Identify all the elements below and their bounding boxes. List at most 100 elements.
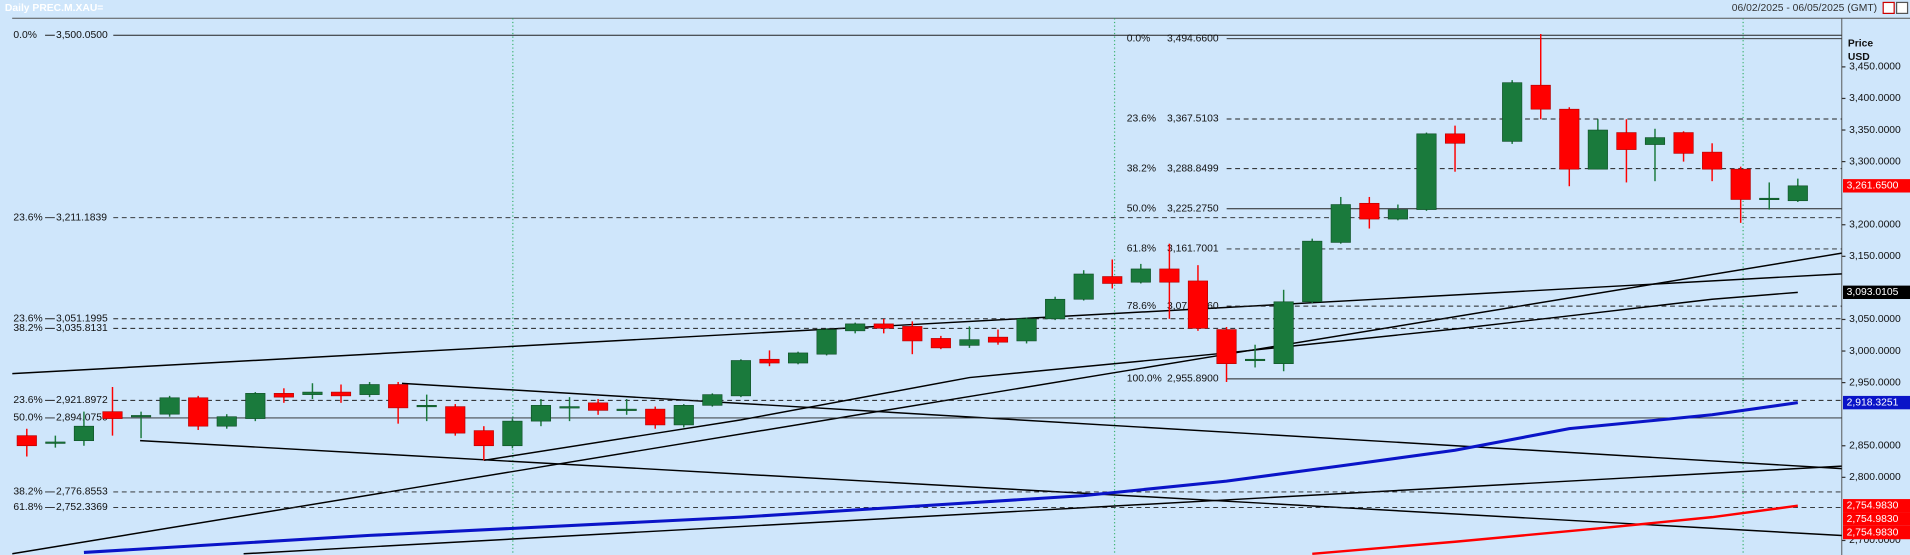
plot: 0.0% 3,500.0500 23.6% 3,211.1839 23.6% 3,051.… [13, 30, 1842, 555]
candle-body [1216, 329, 1237, 364]
price-label: 3,261.6500 [1847, 181, 1899, 192]
candle-body [188, 397, 209, 427]
candle-body [759, 358, 780, 364]
trendline [401, 382, 1842, 470]
candle-body [73, 425, 94, 442]
candle-body [816, 329, 837, 355]
candle-body [216, 416, 237, 427]
fib-ratio: 78.6% [1127, 301, 1156, 312]
fib-ratio: 23.6% [13, 313, 42, 324]
fib-price: 3,288.8499 [1167, 163, 1219, 174]
candle-body [588, 402, 609, 411]
price-axis: Price USD 3,450.0000 3,400.0000 3,350.0000… [1841, 39, 1910, 546]
candle-body [1616, 132, 1637, 150]
candle-body [1730, 168, 1751, 200]
trendline [243, 465, 1842, 555]
axis-title: Price [1848, 39, 1874, 50]
candle-body [359, 384, 380, 395]
candle-body [1587, 129, 1608, 170]
candle-body [616, 408, 637, 411]
candle-body [1302, 240, 1323, 303]
candle-body [388, 384, 409, 409]
candle-body [131, 415, 152, 418]
candle-body [673, 405, 694, 426]
fib-ratio: 23.6% [1127, 114, 1156, 125]
window-title: Daily PREC.M.XAU= [5, 3, 103, 14]
moving-average [483, 291, 1798, 462]
candle-body [1130, 268, 1151, 283]
trendline [12, 252, 1842, 555]
candle-body [530, 405, 552, 422]
candle-body [1245, 358, 1266, 362]
candle-body [645, 408, 666, 426]
candle-body [987, 336, 1009, 343]
fib-price: 3,051.1995 [56, 313, 108, 324]
candle-body [1359, 202, 1380, 220]
candle-body [559, 406, 580, 409]
candle-body [16, 435, 37, 447]
y-tick-label: 2,700.0000 [1849, 535, 1901, 546]
candle-body [45, 441, 66, 444]
candle-body [1073, 273, 1094, 300]
candle-body [1502, 82, 1523, 142]
fib-ratio: 50.0% [1127, 204, 1156, 215]
candle-body [1330, 204, 1351, 243]
fib-price: 2,894.0750 [56, 413, 108, 424]
candle-body [1159, 268, 1180, 283]
fib-price: 3,500.0500 [56, 30, 108, 41]
candle-body [1187, 280, 1209, 329]
fib-ratio: 50.0% [13, 413, 42, 424]
price-label-box [1843, 179, 1910, 193]
fib-price: 3,211.1839 [56, 212, 107, 223]
y-tick-label: 2,850.0000 [1849, 440, 1901, 451]
candle-body [502, 420, 523, 447]
candle-body [473, 430, 494, 447]
candle-body [902, 326, 923, 342]
candle-body [1530, 84, 1551, 110]
candle-body [416, 405, 437, 408]
candle-body [1045, 298, 1066, 320]
candle-body [1644, 137, 1666, 145]
close-button[interactable] [1895, 1, 1909, 14]
price-label: 2,918.3251 [1847, 397, 1899, 408]
candle-body [273, 393, 294, 398]
y-tick-label: 3,150.0000 [1849, 251, 1901, 262]
y-tick-label: 3,400.0000 [1849, 93, 1901, 104]
fib-price: 3,494.6600 [1167, 33, 1219, 44]
y-tick-label: 2,800.0000 [1849, 472, 1901, 483]
axis-unit: USD [1848, 52, 1870, 63]
candle-body [787, 352, 809, 364]
candle-body [245, 393, 266, 419]
candle-body [1444, 133, 1466, 144]
moving-average [1312, 504, 1798, 555]
price-label: 2,754.9830 [1847, 527, 1899, 538]
price-label: 2,754.9830 [1847, 500, 1899, 511]
candle-body [1016, 318, 1037, 342]
candle-body [873, 323, 894, 329]
candle-body [1387, 209, 1408, 220]
candle-body [959, 339, 980, 346]
trendline [140, 439, 1842, 537]
fib-ratio: 61.8% [13, 502, 42, 513]
fib-price: 2,955.8900 [1167, 374, 1219, 385]
fib-ratio: 23.6% [13, 395, 42, 406]
y-tick-label: 3,000.0000 [1849, 346, 1901, 357]
fib-ratio: 38.2% [13, 323, 42, 334]
candle-body [302, 391, 323, 395]
y-tick-label: 3,450.0000 [1849, 62, 1901, 73]
candle-body [1673, 132, 1694, 154]
y-tick-label: 3,050.0000 [1849, 314, 1901, 325]
price-label-box [1843, 395, 1910, 410]
candle-body [1273, 301, 1294, 364]
candle-body [1787, 185, 1808, 202]
candle-body [930, 338, 951, 349]
candle-body [1559, 108, 1580, 170]
fib-ratio: 61.8% [1127, 244, 1156, 255]
candle-body [845, 323, 866, 332]
y-tick-label: 3,300.0000 [1849, 156, 1901, 167]
candle-body [702, 394, 723, 406]
window-button[interactable] [1882, 1, 1895, 14]
fib-price: 2,921.8972 [56, 395, 108, 406]
